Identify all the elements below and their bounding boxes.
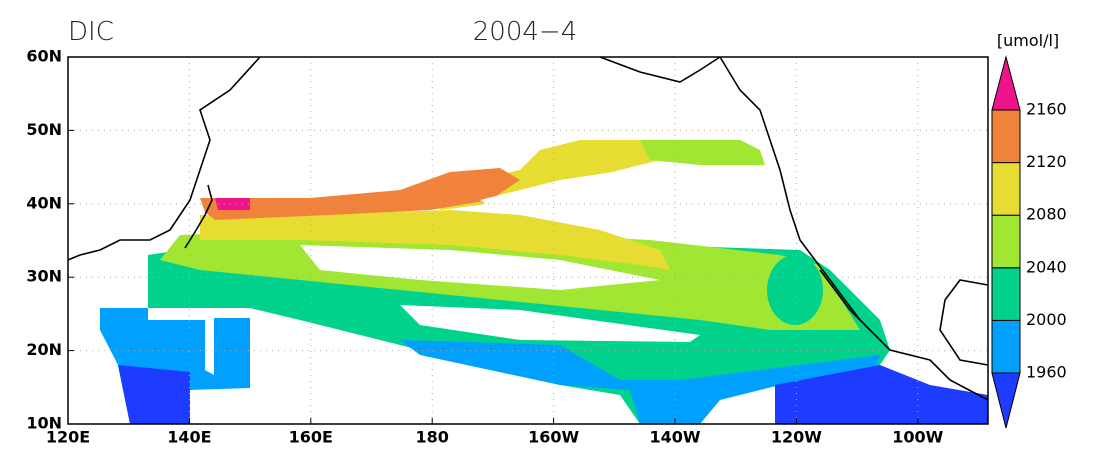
colorbar-segment xyxy=(991,267,1021,321)
lon-tick-label: 100W xyxy=(892,428,943,447)
map-frame xyxy=(67,56,989,425)
lat-tick-label: 60N xyxy=(26,47,62,66)
colorbar-high-arrow xyxy=(991,55,1021,111)
lon-tick-label: 120E xyxy=(46,428,90,447)
coast-japan xyxy=(184,184,213,249)
variable-title: DIC xyxy=(68,17,114,47)
coast-america xyxy=(719,56,989,401)
missing xyxy=(400,305,700,342)
lon-tick-label: 140E xyxy=(167,428,211,447)
missing xyxy=(480,168,650,210)
colorbar-label: 1960 xyxy=(1026,363,1067,382)
coast-gulf xyxy=(939,279,989,366)
lat-tick-label: 20N xyxy=(26,340,62,359)
colorbar-segment xyxy=(991,214,1021,269)
lon-tick-label: 180 xyxy=(415,428,448,447)
lat-tick-label: 40N xyxy=(26,193,62,212)
region xyxy=(215,198,250,210)
colorbar-label: 2120 xyxy=(1026,152,1067,171)
lat-tick-label: 30N xyxy=(26,267,62,286)
region xyxy=(640,140,765,165)
lon-tick-label: 140W xyxy=(649,428,700,447)
coast-asia xyxy=(67,56,261,261)
colorbar-low-arrow xyxy=(991,372,1021,429)
units-label: [umol/l] xyxy=(997,31,1059,50)
region xyxy=(118,365,190,424)
colorbar-segment xyxy=(991,162,1021,216)
colorbar-label: 2000 xyxy=(1026,310,1067,329)
colorbar-label: 2080 xyxy=(1026,205,1067,224)
region xyxy=(775,365,988,424)
region xyxy=(767,255,823,325)
lon-tick-label: 120W xyxy=(771,428,822,447)
colorbar-segment xyxy=(991,109,1021,164)
date-title: 2004−4 xyxy=(473,17,578,47)
colorbar-label: 2160 xyxy=(1026,100,1067,119)
region xyxy=(400,340,880,424)
lon-tick-label: 160W xyxy=(528,428,579,447)
lat-tick-label: 50N xyxy=(26,120,62,139)
coastlines xyxy=(67,56,989,401)
colorbar-label: 2040 xyxy=(1026,257,1067,276)
region xyxy=(200,168,520,220)
region xyxy=(200,210,670,270)
coast-baja xyxy=(819,269,871,331)
dic-field xyxy=(100,140,988,424)
lat-tick-label: 10N xyxy=(26,414,62,433)
lon-tick-label: 160E xyxy=(289,428,333,447)
colorbar-segment xyxy=(991,319,1021,374)
colorbar: 1960 2000 2040 2080 2120 2160 xyxy=(991,55,1067,429)
missing xyxy=(300,245,660,290)
coast-alaska xyxy=(599,56,721,83)
